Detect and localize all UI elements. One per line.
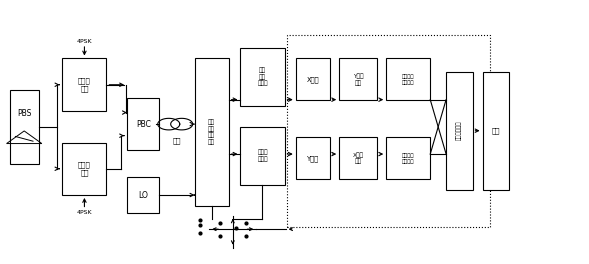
Text: 译码: 译码 <box>491 128 500 134</box>
Bar <box>240 48 284 106</box>
Bar <box>194 58 229 206</box>
Text: Y共轭
映射: Y共轭 映射 <box>353 73 363 86</box>
Bar <box>296 137 330 179</box>
Text: 光纤: 光纤 <box>173 138 181 144</box>
Bar <box>240 127 284 185</box>
Bar <box>482 72 509 190</box>
Text: 光相位
调制: 光相位 调制 <box>78 78 91 92</box>
Bar <box>446 72 472 190</box>
Text: 频偏
估计
位估计: 频偏 估计 位估计 <box>257 68 268 86</box>
Text: X偏振: X偏振 <box>306 76 319 83</box>
Bar <box>339 137 378 179</box>
Text: 最大最小
相关判决: 最大最小 相关判决 <box>402 153 415 164</box>
Text: Y偏振: Y偏振 <box>307 155 319 162</box>
Bar <box>386 137 430 179</box>
Bar <box>9 90 39 163</box>
Text: PBS: PBS <box>17 109 31 118</box>
Text: 偏振
相干
整形
接收: 偏振 相干 整形 接收 <box>208 119 215 145</box>
Bar <box>127 177 160 213</box>
Text: 4PSK: 4PSK <box>77 39 92 44</box>
Text: 最大最小
相关判决: 最大最小 相关判决 <box>402 74 415 85</box>
Bar <box>386 58 430 101</box>
Bar <box>339 58 378 101</box>
Text: 数偏相
位估计: 数偏相 位估计 <box>257 150 268 162</box>
Bar <box>62 58 107 111</box>
Bar <box>296 58 330 101</box>
Text: 数字相干导频: 数字相干导频 <box>456 121 462 140</box>
Text: PBC: PBC <box>135 120 151 129</box>
Bar <box>127 98 160 150</box>
Text: X共轭
映射: X共轭 映射 <box>353 152 364 164</box>
Bar <box>62 143 107 195</box>
Bar <box>287 35 490 227</box>
Text: 光相位
调制: 光相位 调制 <box>78 162 91 176</box>
Text: LO: LO <box>138 191 148 200</box>
Text: 4PSK: 4PSK <box>77 210 92 215</box>
